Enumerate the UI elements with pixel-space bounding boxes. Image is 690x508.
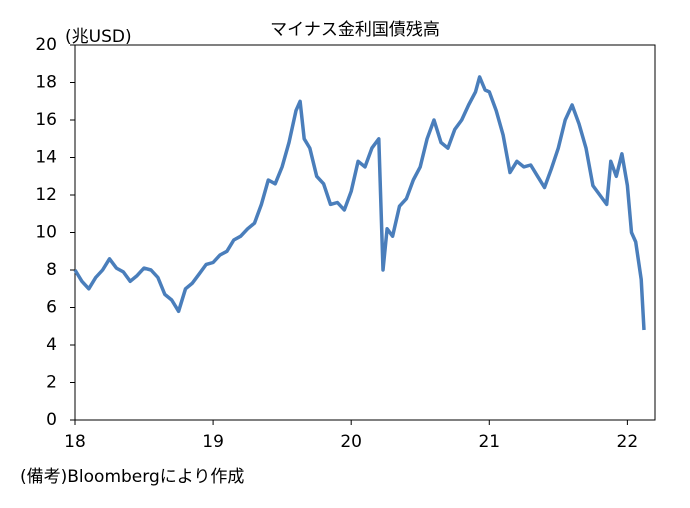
y-tick-label: 6 xyxy=(46,298,57,318)
y-tick-label: 8 xyxy=(46,260,57,280)
x-tick-label: 21 xyxy=(478,432,500,452)
x-tick-label: 18 xyxy=(64,432,86,452)
y-tick-label: 18 xyxy=(35,73,57,93)
chart-title: マイナス金利国債残高 xyxy=(270,20,440,40)
y-axis-label: (兆USD) xyxy=(65,27,132,47)
y-tick-label: 16 xyxy=(35,110,57,130)
note: (備考)Bloombergにより作成 xyxy=(20,467,244,487)
line-series xyxy=(73,75,646,331)
x-tick-label: 20 xyxy=(340,432,362,452)
y-tick-label: 20 xyxy=(35,35,57,55)
y-tick-label: 10 xyxy=(35,223,57,243)
y-tick-label: 4 xyxy=(46,335,57,355)
y-tick-label: 0 xyxy=(46,410,57,430)
y-tick-label: 12 xyxy=(35,185,57,205)
y-tick-label: 14 xyxy=(35,148,57,168)
x-tick-label: 19 xyxy=(202,432,224,452)
x-tick-label: 22 xyxy=(617,432,639,452)
y-tick-label: 2 xyxy=(46,373,57,393)
